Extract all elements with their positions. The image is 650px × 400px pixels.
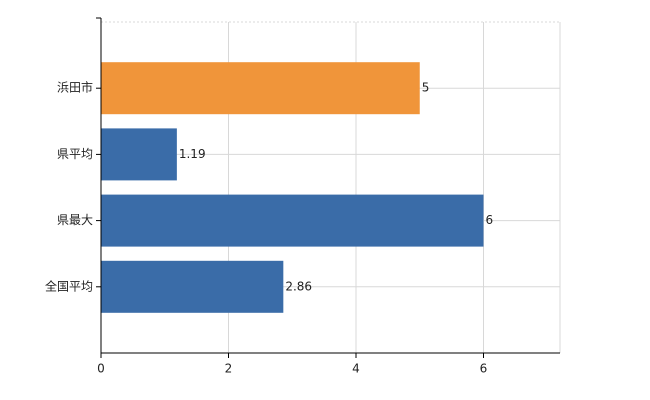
- bar: [101, 128, 177, 181]
- y-tick-label: 県平均: [57, 147, 93, 161]
- x-tick-label: 0: [97, 362, 105, 376]
- y-tick-label: 全国平均: [45, 278, 93, 293]
- x-tick-label: 4: [352, 362, 360, 376]
- y-tick-label: 県最大: [57, 213, 93, 227]
- x-tick-label: 2: [225, 362, 233, 376]
- data-label: 1.19: [179, 147, 206, 161]
- x-tick-label: 6: [480, 362, 488, 376]
- bar: [101, 194, 484, 247]
- data-label: 5: [422, 81, 430, 95]
- y-tick-label: 浜田市: [57, 80, 93, 95]
- bar: [101, 62, 420, 115]
- data-label: 6: [486, 213, 494, 227]
- data-label: 2.86: [285, 279, 312, 293]
- bar: [101, 260, 284, 313]
